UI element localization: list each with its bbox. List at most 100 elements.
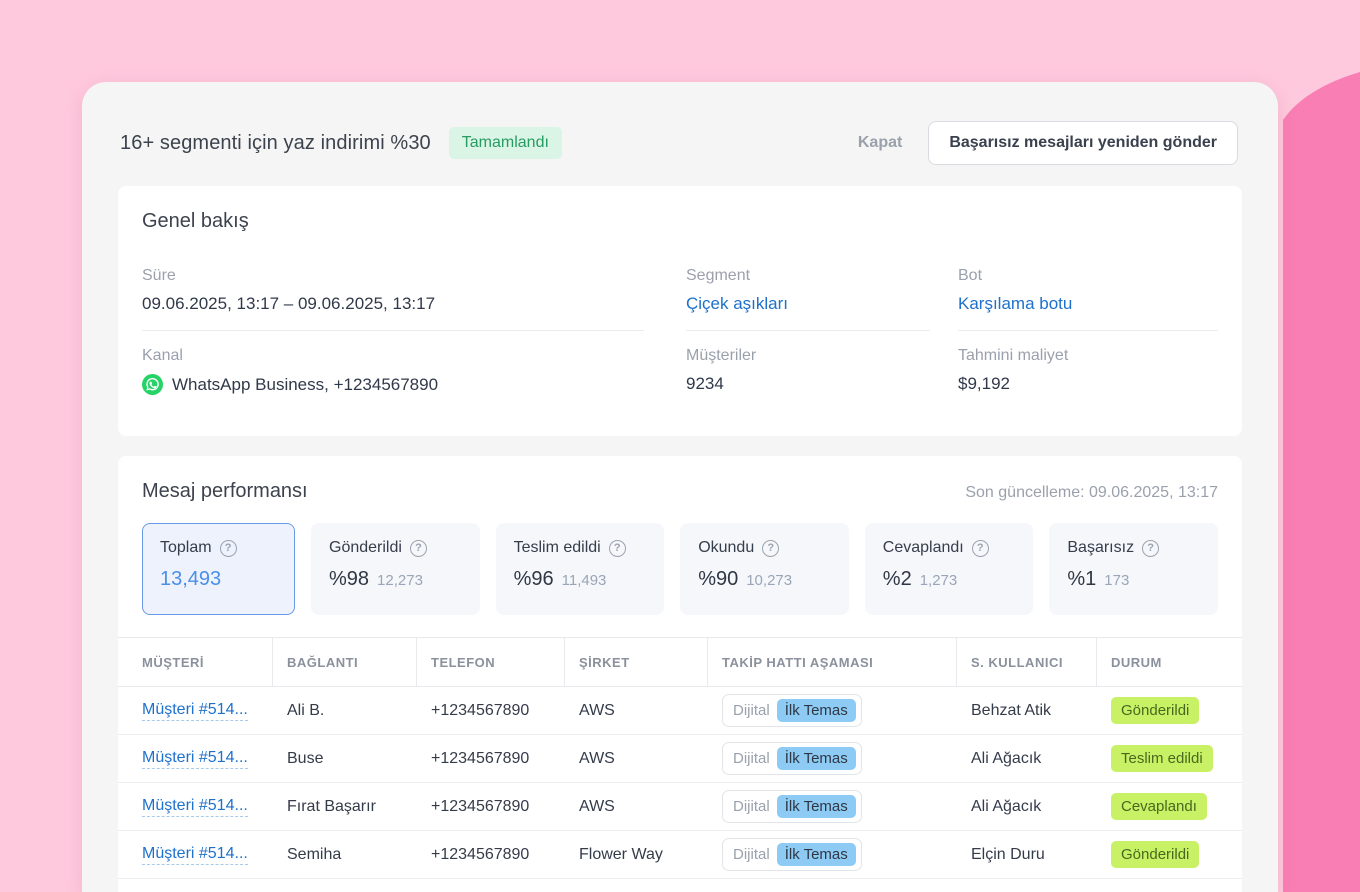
- company-cell: AWS: [579, 749, 615, 767]
- stat-failed-percent: %1: [1067, 568, 1097, 590]
- overview-title: Genel bakış: [142, 210, 249, 232]
- field-duration-label: Süre: [142, 267, 176, 284]
- pipeline-name: Dijital: [733, 846, 770, 863]
- stage-chip: İlk Temas: [776, 747, 856, 770]
- pipeline-name: Dijital: [733, 798, 770, 815]
- help-icon[interactable]: ?: [608, 539, 626, 557]
- phone-cell: +1234567890: [431, 749, 530, 767]
- contact-cell: Fırat Başarır: [287, 797, 376, 815]
- user-cell: Ali Ağacık: [971, 797, 1042, 815]
- delivery-status-badge: Teslim edildi: [1111, 745, 1213, 772]
- help-icon[interactable]: ?: [762, 539, 780, 557]
- phone-cell: +1234567890: [431, 845, 530, 863]
- table-row: Müşteri #514... Buse +1234567890 AWS Dij…: [118, 735, 1242, 783]
- table-header-row: MÜŞTERİ BAĞLANTI TELEFON ŞİRKET TAKİP HA…: [118, 637, 1242, 687]
- delivery-status-badge: Cevaplandı: [1111, 793, 1207, 820]
- customer-link[interactable]: Müşteri #514...: [142, 701, 248, 721]
- campaign-panel: 16+ segmenti için yaz indirimi %30 Tamam…: [82, 82, 1278, 892]
- stat-sent-count: 12,273: [377, 572, 423, 589]
- page-title: 16+ segmenti için yaz indirimi %30: [120, 131, 431, 154]
- stat-tile-replied[interactable]: Cevaplandı ? %2 1,273: [864, 523, 1034, 615]
- field-channel-label: Kanal: [142, 347, 183, 364]
- stat-replied-percent: %2: [882, 568, 912, 590]
- stat-replied-label: Cevaplandı: [882, 539, 964, 556]
- field-channel-value: WhatsApp Business, +1234567890: [172, 374, 439, 394]
- stat-read-count: 10,273: [746, 572, 793, 589]
- pipeline-stage-pill[interactable]: Dijital İlk Temas: [722, 694, 862, 727]
- stat-sent-percent: %98: [329, 568, 370, 590]
- panel-header: 16+ segmenti için yaz indirimi %30 Tamam…: [82, 82, 1278, 166]
- customer-link[interactable]: Müşteri #514...: [142, 749, 248, 769]
- stat-tile-delivered[interactable]: Teslim edildi ? %96 11,493: [495, 523, 665, 615]
- performance-title: Mesaj performansı: [142, 480, 308, 502]
- field-channel: Kanal WhatsApp Business, +1234567890: [142, 331, 686, 411]
- status-badge: Tamamlandı: [448, 127, 562, 159]
- delivery-status-badge: Gönderildi: [1111, 697, 1200, 724]
- customer-link[interactable]: Müşteri #514...: [142, 845, 248, 865]
- stat-delivered-count: 11,493: [561, 572, 607, 589]
- stat-sent-label: Gönderildi: [329, 539, 402, 556]
- bot-link[interactable]: Karşılama botu: [958, 294, 1073, 313]
- customer-link[interactable]: Müşteri #514...: [142, 797, 248, 817]
- stat-total-value: 13,493: [160, 568, 222, 590]
- field-cost-label: Tahmini maliyet: [958, 347, 1069, 364]
- stat-failed-count: 173: [1104, 572, 1130, 589]
- help-icon[interactable]: ?: [409, 539, 427, 557]
- performance-card: Mesaj performansı Son güncelleme: 09.06.…: [118, 456, 1242, 892]
- stat-tile-total[interactable]: Toplam ? 13,493: [142, 523, 295, 615]
- contact-cell: Ali B.: [287, 701, 325, 719]
- stat-failed-label: Başarısız: [1067, 539, 1135, 556]
- resend-failed-button[interactable]: Başarısız mesajları yeniden gönder: [928, 121, 1238, 165]
- stat-tile-read[interactable]: Okundu ? %90 10,273: [680, 523, 849, 615]
- field-duration-value: 09.06.2025, 13:17 – 09.06.2025, 13:17: [142, 294, 436, 313]
- stat-read-percent: %90: [698, 568, 739, 590]
- stat-total-label: Toplam: [160, 539, 212, 556]
- whatsapp-icon: [142, 374, 163, 395]
- stats-row: Toplam ? 13,493 Gönderildi ? %98 12,273: [142, 523, 1218, 615]
- column-header-phone: TELEFON: [417, 638, 565, 686]
- contact-cell: Semiha: [287, 845, 342, 863]
- help-icon[interactable]: ?: [971, 539, 989, 557]
- field-customers-label: Müşteriler: [686, 347, 757, 364]
- column-header-user: S. KULLANICI: [957, 638, 1097, 686]
- column-header-contact: BAĞLANTI: [273, 638, 417, 686]
- pipeline-stage-pill[interactable]: Dijital İlk Temas: [722, 838, 862, 871]
- stage-chip: İlk Temas: [776, 699, 856, 722]
- field-customers-value: 9234: [686, 374, 724, 393]
- table-row: Müşteri #514... Ali B. +1234567890 AWS D…: [118, 687, 1242, 735]
- field-duration: Süre 09.06.2025, 13:17 – 09.06.2025, 13:…: [142, 257, 686, 331]
- user-cell: Ali Ağacık: [971, 749, 1042, 767]
- user-cell: Elçin Duru: [971, 845, 1045, 863]
- help-icon[interactable]: ?: [1142, 539, 1160, 557]
- help-icon[interactable]: ?: [219, 539, 237, 557]
- table-row: Müşteri #514... Semiha +1234567890 Flowe…: [118, 831, 1242, 879]
- stat-delivered-label: Teslim edildi: [513, 539, 601, 556]
- stat-read-label: Okundu: [698, 539, 755, 556]
- last-update-text: Son güncelleme: 09.06.2025, 13:17: [965, 484, 1218, 501]
- stat-replied-count: 1,273: [919, 572, 958, 589]
- field-bot-label: Bot: [958, 267, 983, 284]
- company-cell: Flower Way: [579, 845, 663, 863]
- recipients-table: MÜŞTERİ BAĞLANTI TELEFON ŞİRKET TAKİP HA…: [118, 637, 1242, 879]
- close-button[interactable]: Kapat: [857, 134, 903, 151]
- stat-delivered-percent: %96: [513, 568, 554, 590]
- stat-tile-failed[interactable]: Başarısız ? %1 173: [1049, 523, 1218, 615]
- pipeline-name: Dijital: [733, 750, 770, 767]
- column-header-company: ŞİRKET: [565, 638, 708, 686]
- overview-grid: Süre 09.06.2025, 13:17 – 09.06.2025, 13:…: [142, 257, 1218, 411]
- field-segment-label: Segment: [686, 267, 751, 284]
- field-bot: Bot Karşılama botu: [958, 257, 1218, 331]
- stat-tile-sent[interactable]: Gönderildi ? %98 12,273: [311, 523, 480, 615]
- company-cell: AWS: [579, 701, 615, 719]
- column-header-status: DURUM: [1111, 654, 1162, 670]
- pipeline-stage-pill[interactable]: Dijital İlk Temas: [722, 742, 862, 775]
- segment-link[interactable]: Çiçek aşıkları: [686, 294, 789, 313]
- pipeline-stage-pill[interactable]: Dijital İlk Temas: [722, 790, 862, 823]
- stage-chip: İlk Temas: [776, 843, 856, 866]
- contact-cell: Buse: [287, 749, 324, 767]
- phone-cell: +1234567890: [431, 701, 530, 719]
- user-cell: Behzat Atik: [971, 701, 1052, 719]
- overview-card: Genel bakış Süre 09.06.2025, 13:17 – 09.…: [118, 186, 1242, 436]
